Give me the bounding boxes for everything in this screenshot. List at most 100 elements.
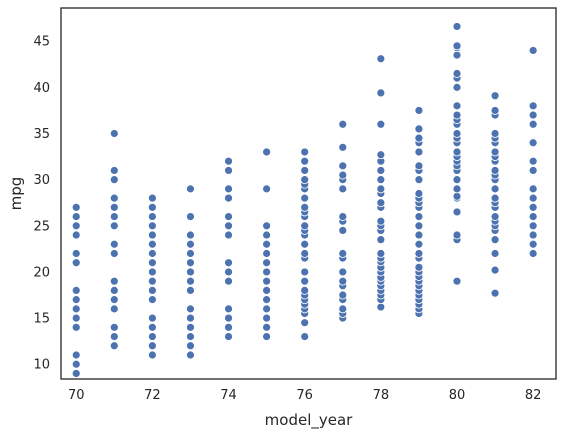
data-point <box>338 142 348 152</box>
y-tick-label: 30 <box>33 173 50 188</box>
data-point <box>528 46 538 55</box>
data-point <box>147 286 157 295</box>
data-point <box>490 106 500 115</box>
data-point <box>528 193 538 203</box>
data-point <box>452 82 462 92</box>
scatter-points <box>71 22 538 378</box>
data-point <box>300 267 310 277</box>
data-point <box>376 184 386 194</box>
data-point <box>376 302 386 312</box>
data-point <box>109 341 119 351</box>
data-point <box>71 286 81 295</box>
data-point <box>376 54 386 64</box>
y-tick-label: 20 <box>33 265 50 280</box>
data-point <box>262 313 272 323</box>
data-point <box>186 286 195 295</box>
data-point <box>414 147 424 157</box>
data-point <box>224 230 233 240</box>
data-point <box>452 147 462 157</box>
data-point <box>528 119 538 129</box>
data-point <box>71 313 81 323</box>
data-point <box>109 276 119 286</box>
data-point <box>376 166 386 175</box>
data-point <box>224 332 233 341</box>
data-point <box>147 193 157 203</box>
data-point <box>338 226 348 235</box>
data-point <box>338 276 348 286</box>
data-point <box>452 129 462 138</box>
data-point <box>452 41 462 51</box>
data-point <box>147 313 157 323</box>
data-point <box>224 258 233 268</box>
data-point <box>490 265 500 275</box>
data-point <box>452 110 462 120</box>
data-point <box>414 175 424 185</box>
data-point <box>71 202 81 212</box>
data-point <box>262 184 272 194</box>
data-point <box>300 193 310 203</box>
data-point <box>109 202 119 212</box>
data-point <box>224 193 233 203</box>
data-point <box>300 332 310 341</box>
data-point <box>528 156 538 166</box>
data-point <box>109 295 119 305</box>
data-point <box>338 249 348 258</box>
y-tick-label: 35 <box>33 127 50 142</box>
data-point <box>147 295 157 305</box>
data-point <box>414 230 424 240</box>
data-point <box>528 101 538 111</box>
data-point <box>338 161 348 171</box>
data-point <box>224 184 233 194</box>
data-point <box>262 230 272 240</box>
data-point <box>452 276 462 286</box>
data-point <box>186 230 195 240</box>
x-tick-label: 82 <box>525 388 542 403</box>
data-point <box>452 230 462 240</box>
data-point <box>338 184 348 194</box>
data-point <box>490 91 500 101</box>
data-point <box>71 350 81 360</box>
data-point <box>109 249 119 258</box>
data-point <box>71 230 81 240</box>
data-point <box>300 202 310 212</box>
data-point <box>300 249 310 258</box>
data-point <box>71 359 81 369</box>
data-point <box>71 258 81 268</box>
x-tick-label: 80 <box>449 388 466 403</box>
data-point <box>452 101 462 111</box>
data-point <box>147 267 157 277</box>
data-point <box>262 249 272 258</box>
data-point <box>376 175 386 185</box>
data-point <box>186 258 195 268</box>
data-point <box>186 350 195 360</box>
data-point <box>147 350 157 360</box>
data-point <box>147 322 157 332</box>
x-axis-ticks: 70 72 74 76 78 80 82 <box>68 388 541 403</box>
data-point <box>490 288 500 298</box>
data-point <box>452 184 462 194</box>
data-point <box>414 212 424 221</box>
y-tick-label: 25 <box>33 219 50 234</box>
data-point <box>262 258 272 268</box>
data-point <box>262 221 272 231</box>
data-point <box>224 221 233 231</box>
data-point <box>71 249 81 258</box>
data-point <box>262 295 272 305</box>
data-point <box>224 267 233 277</box>
y-tick-label: 45 <box>33 35 50 50</box>
data-point <box>186 313 195 323</box>
data-point <box>376 235 386 245</box>
data-point <box>71 221 81 231</box>
data-point <box>300 221 310 231</box>
data-point <box>528 202 538 212</box>
data-point <box>452 50 462 60</box>
data-point <box>186 276 195 286</box>
data-point <box>376 88 386 98</box>
x-axis-label: model_year <box>265 411 354 430</box>
data-point <box>186 212 195 221</box>
data-point <box>71 295 81 305</box>
data-point <box>186 267 195 277</box>
data-point <box>528 110 538 120</box>
data-point <box>109 322 119 332</box>
